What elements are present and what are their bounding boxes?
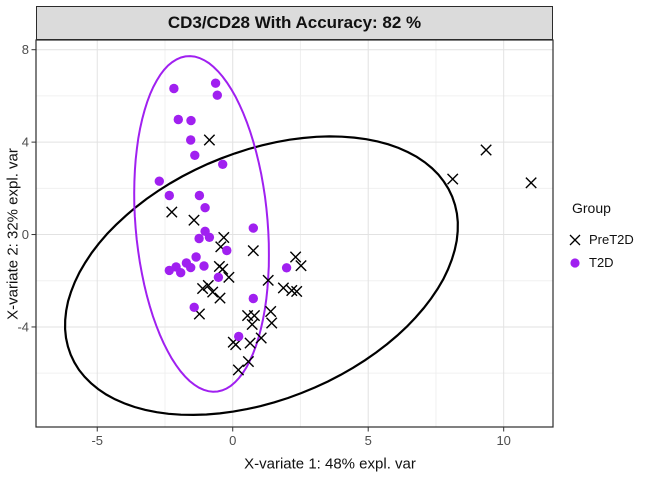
t2d-point xyxy=(191,252,201,262)
y-axis-title: X-variate 2: 32% expl. var xyxy=(4,148,22,320)
t2d-point xyxy=(154,176,164,186)
legend-item-pret2d: PreT2D xyxy=(566,228,670,251)
panel-background xyxy=(36,40,553,427)
t2d-point xyxy=(281,263,292,273)
pret2d-point xyxy=(202,279,214,292)
pret2d-point xyxy=(166,206,178,218)
t2d-point xyxy=(213,272,224,282)
pret2d-point xyxy=(277,282,290,294)
x-axis-title: X-variate 1: 48% expl. var xyxy=(244,455,416,473)
x-tick-label: 0 xyxy=(229,433,236,448)
pret2d-point xyxy=(230,339,242,351)
t2d-point xyxy=(194,190,205,201)
t2d-point xyxy=(190,150,200,160)
circle-marker-icon xyxy=(566,255,584,271)
t2d-point xyxy=(173,114,183,125)
plot-title: CD3/CD28 With Accuracy: 82 % xyxy=(167,13,422,32)
y-tick-label: 4 xyxy=(22,135,29,150)
t2d-point xyxy=(186,262,196,273)
x-tick-label: 5 xyxy=(365,433,372,448)
pret2d-point xyxy=(207,286,219,298)
t2d-point xyxy=(248,223,258,233)
confidence-ellipse-pret2d xyxy=(63,135,459,417)
legend-title: Group xyxy=(572,200,611,216)
pret2d-point xyxy=(196,282,209,295)
panel-border xyxy=(35,39,554,428)
t2d-point xyxy=(164,190,174,201)
pret2d-point xyxy=(248,309,261,322)
pret2d-point xyxy=(265,305,277,318)
pret2d-point xyxy=(286,284,298,297)
pret2d-point xyxy=(218,231,230,244)
pret2d-point xyxy=(447,173,459,185)
pret2d-point xyxy=(525,177,537,189)
x-tick-label: 10 xyxy=(496,433,510,448)
pret2d-point xyxy=(203,134,216,146)
x-tick-label: -5 xyxy=(91,433,103,448)
pret2d-point xyxy=(295,260,307,272)
legend-label-pret2d: PreT2D xyxy=(589,232,634,247)
y-tick-label: 8 xyxy=(22,42,29,57)
legend-label-t2d: T2D xyxy=(589,255,614,270)
pret2d-point xyxy=(480,144,492,156)
t2d-point xyxy=(212,90,222,100)
pret2d-point xyxy=(255,332,267,344)
t2d-point xyxy=(204,232,215,242)
t2d-point xyxy=(186,115,196,126)
pret2d-point xyxy=(214,292,226,304)
t2d-point xyxy=(199,261,209,271)
t2d-point xyxy=(176,268,186,278)
legend: Group PreT2D T2D xyxy=(566,200,670,274)
y-tick-label: 0 xyxy=(22,227,29,242)
pret2d-point xyxy=(244,337,256,349)
t2d-point xyxy=(186,135,196,145)
pret2d-point xyxy=(262,274,274,286)
x-marker-icon xyxy=(566,232,584,248)
t2d-point xyxy=(218,159,228,169)
y-tick-label: -4 xyxy=(17,319,29,334)
pret2d-point xyxy=(247,245,259,257)
pret2d-point xyxy=(242,355,255,368)
t2d-point xyxy=(210,78,221,88)
pret2d-point xyxy=(289,251,302,263)
t2d-point xyxy=(194,233,204,244)
t2d-point xyxy=(222,245,232,256)
pret2d-point xyxy=(188,214,200,226)
t2d-point xyxy=(200,203,210,213)
t2d-point xyxy=(248,293,258,304)
pret2d-point xyxy=(246,318,258,331)
pret2d-point xyxy=(232,364,245,376)
t2d-point xyxy=(189,302,199,312)
confidence-ellipse-t2d xyxy=(133,55,270,393)
pret2d-point xyxy=(291,285,303,298)
t2d-point xyxy=(169,83,179,94)
title-strip: CD3/CD28 With Accuracy: 82 % xyxy=(36,6,553,40)
t2d-point xyxy=(234,331,244,342)
pret2d-point xyxy=(266,317,278,329)
pret2d-point xyxy=(223,271,235,283)
pret2d-point xyxy=(217,263,229,275)
legend-item-t2d: T2D xyxy=(566,251,670,274)
